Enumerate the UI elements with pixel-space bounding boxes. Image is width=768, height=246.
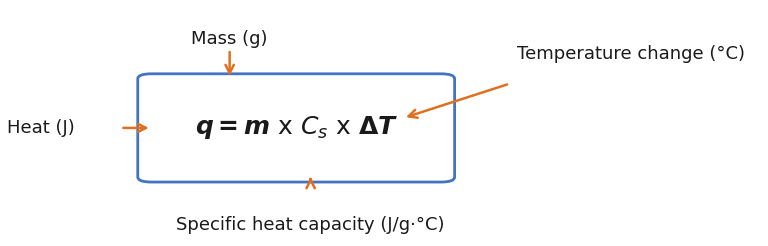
Text: $\boldsymbol{q = m}$ x $\boldsymbol{C_s}$ x $\boldsymbol{\Delta T}$: $\boldsymbol{q = m}$ x $\boldsymbol{C_s}… bbox=[194, 114, 398, 141]
FancyBboxPatch shape bbox=[137, 74, 455, 182]
Text: Temperature change (°C): Temperature change (°C) bbox=[517, 45, 745, 63]
Text: Heat (J): Heat (J) bbox=[7, 119, 74, 137]
Text: Specific heat capacity (J/g·°C): Specific heat capacity (J/g·°C) bbox=[177, 216, 445, 234]
Text: Mass (g): Mass (g) bbox=[191, 30, 268, 47]
